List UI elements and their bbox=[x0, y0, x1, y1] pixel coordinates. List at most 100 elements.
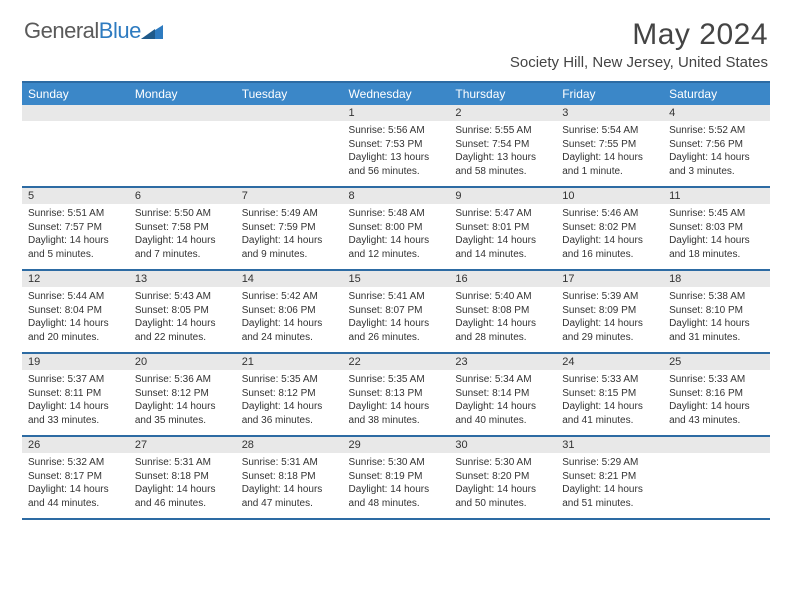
logo-triangle-icon bbox=[141, 23, 163, 39]
sunset-text: Sunset: 8:04 PM bbox=[28, 304, 123, 318]
daylight-text: Daylight: 14 hours and 7 minutes. bbox=[135, 234, 230, 261]
daylight-text: Daylight: 13 hours and 58 minutes. bbox=[455, 151, 550, 178]
sunset-text: Sunset: 7:58 PM bbox=[135, 221, 230, 235]
daylight-text: Daylight: 14 hours and 33 minutes. bbox=[28, 400, 123, 427]
sunset-text: Sunset: 8:11 PM bbox=[28, 387, 123, 401]
day-number: 22 bbox=[343, 353, 450, 370]
calendar-body: 1234Sunrise: 5:56 AMSunset: 7:53 PMDayli… bbox=[22, 105, 770, 519]
sunset-text: Sunset: 8:20 PM bbox=[455, 470, 550, 484]
daylight-text: Daylight: 14 hours and 18 minutes. bbox=[669, 234, 764, 261]
sunrise-text: Sunrise: 5:41 AM bbox=[349, 290, 444, 304]
day-number: 18 bbox=[663, 270, 770, 287]
sunset-text: Sunset: 8:17 PM bbox=[28, 470, 123, 484]
title-block: May 2024 Society Hill, New Jersey, Unite… bbox=[510, 18, 768, 71]
sunset-text: Sunset: 7:59 PM bbox=[242, 221, 337, 235]
day-header: Tuesday bbox=[236, 82, 343, 105]
sunrise-text: Sunrise: 5:37 AM bbox=[28, 373, 123, 387]
day-number: 15 bbox=[343, 270, 450, 287]
calendar-table: Sunday Monday Tuesday Wednesday Thursday… bbox=[22, 81, 770, 520]
sunrise-text: Sunrise: 5:31 AM bbox=[135, 456, 230, 470]
sunset-text: Sunset: 7:56 PM bbox=[669, 138, 764, 152]
week-row: Sunrise: 5:51 AMSunset: 7:57 PMDaylight:… bbox=[22, 204, 770, 270]
day-cell: Sunrise: 5:41 AMSunset: 8:07 PMDaylight:… bbox=[343, 287, 450, 353]
day-number: 31 bbox=[556, 436, 663, 453]
logo-text-general: General bbox=[24, 18, 99, 43]
daylight-text: Daylight: 14 hours and 41 minutes. bbox=[562, 400, 657, 427]
daylight-text: Daylight: 13 hours and 56 minutes. bbox=[349, 151, 444, 178]
day-cell: Sunrise: 5:37 AMSunset: 8:11 PMDaylight:… bbox=[22, 370, 129, 436]
day-cell: Sunrise: 5:47 AMSunset: 8:01 PMDaylight:… bbox=[449, 204, 556, 270]
logo-text-blue: Blue bbox=[99, 18, 141, 43]
sunrise-text: Sunrise: 5:33 AM bbox=[669, 373, 764, 387]
day-cell: Sunrise: 5:29 AMSunset: 8:21 PMDaylight:… bbox=[556, 453, 663, 519]
day-cell: Sunrise: 5:38 AMSunset: 8:10 PMDaylight:… bbox=[663, 287, 770, 353]
day-header: Friday bbox=[556, 82, 663, 105]
day-header: Wednesday bbox=[343, 82, 450, 105]
day-cell: Sunrise: 5:46 AMSunset: 8:02 PMDaylight:… bbox=[556, 204, 663, 270]
day-number: 5 bbox=[22, 187, 129, 204]
day-number: 12 bbox=[22, 270, 129, 287]
daylight-text: Daylight: 14 hours and 51 minutes. bbox=[562, 483, 657, 510]
day-number: 13 bbox=[129, 270, 236, 287]
daylight-text: Daylight: 14 hours and 14 minutes. bbox=[455, 234, 550, 261]
day-number: 23 bbox=[449, 353, 556, 370]
day-cell: Sunrise: 5:54 AMSunset: 7:55 PMDaylight:… bbox=[556, 121, 663, 187]
sunset-text: Sunset: 8:01 PM bbox=[455, 221, 550, 235]
daynum-row: 19202122232425 bbox=[22, 353, 770, 370]
daylight-text: Daylight: 14 hours and 36 minutes. bbox=[242, 400, 337, 427]
sunrise-text: Sunrise: 5:36 AM bbox=[135, 373, 230, 387]
day-cell: Sunrise: 5:50 AMSunset: 7:58 PMDaylight:… bbox=[129, 204, 236, 270]
week-row: Sunrise: 5:56 AMSunset: 7:53 PMDaylight:… bbox=[22, 121, 770, 187]
day-number: 11 bbox=[663, 187, 770, 204]
sunset-text: Sunset: 7:53 PM bbox=[349, 138, 444, 152]
sunrise-text: Sunrise: 5:42 AM bbox=[242, 290, 337, 304]
day-number: 4 bbox=[663, 105, 770, 121]
sunset-text: Sunset: 8:15 PM bbox=[562, 387, 657, 401]
day-cell: Sunrise: 5:33 AMSunset: 8:15 PMDaylight:… bbox=[556, 370, 663, 436]
day-cell: Sunrise: 5:30 AMSunset: 8:19 PMDaylight:… bbox=[343, 453, 450, 519]
day-number: 30 bbox=[449, 436, 556, 453]
day-number: 26 bbox=[22, 436, 129, 453]
day-header: Sunday bbox=[22, 82, 129, 105]
daylight-text: Daylight: 14 hours and 46 minutes. bbox=[135, 483, 230, 510]
day-cell: Sunrise: 5:35 AMSunset: 8:13 PMDaylight:… bbox=[343, 370, 450, 436]
day-cell bbox=[129, 121, 236, 187]
sunrise-text: Sunrise: 5:38 AM bbox=[669, 290, 764, 304]
logo: GeneralBlue bbox=[24, 18, 163, 44]
day-cell: Sunrise: 5:33 AMSunset: 8:16 PMDaylight:… bbox=[663, 370, 770, 436]
sunset-text: Sunset: 8:07 PM bbox=[349, 304, 444, 318]
daylight-text: Daylight: 14 hours and 47 minutes. bbox=[242, 483, 337, 510]
day-number bbox=[236, 105, 343, 121]
sunrise-text: Sunrise: 5:31 AM bbox=[242, 456, 337, 470]
day-number: 25 bbox=[663, 353, 770, 370]
sunset-text: Sunset: 8:02 PM bbox=[562, 221, 657, 235]
sunrise-text: Sunrise: 5:39 AM bbox=[562, 290, 657, 304]
day-cell: Sunrise: 5:51 AMSunset: 7:57 PMDaylight:… bbox=[22, 204, 129, 270]
sunrise-text: Sunrise: 5:34 AM bbox=[455, 373, 550, 387]
sunrise-text: Sunrise: 5:49 AM bbox=[242, 207, 337, 221]
daylight-text: Daylight: 14 hours and 24 minutes. bbox=[242, 317, 337, 344]
daylight-text: Daylight: 14 hours and 35 minutes. bbox=[135, 400, 230, 427]
day-header-row: Sunday Monday Tuesday Wednesday Thursday… bbox=[22, 82, 770, 105]
daylight-text: Daylight: 14 hours and 28 minutes. bbox=[455, 317, 550, 344]
day-number: 28 bbox=[236, 436, 343, 453]
day-cell bbox=[22, 121, 129, 187]
daylight-text: Daylight: 14 hours and 38 minutes. bbox=[349, 400, 444, 427]
daylight-text: Daylight: 14 hours and 1 minute. bbox=[562, 151, 657, 178]
sunset-text: Sunset: 8:08 PM bbox=[455, 304, 550, 318]
day-number: 21 bbox=[236, 353, 343, 370]
day-number: 2 bbox=[449, 105, 556, 121]
day-cell: Sunrise: 5:31 AMSunset: 8:18 PMDaylight:… bbox=[129, 453, 236, 519]
sunset-text: Sunset: 8:14 PM bbox=[455, 387, 550, 401]
sunrise-text: Sunrise: 5:29 AM bbox=[562, 456, 657, 470]
daynum-row: 262728293031 bbox=[22, 436, 770, 453]
day-number bbox=[129, 105, 236, 121]
sunrise-text: Sunrise: 5:30 AM bbox=[455, 456, 550, 470]
sunrise-text: Sunrise: 5:32 AM bbox=[28, 456, 123, 470]
sunset-text: Sunset: 8:19 PM bbox=[349, 470, 444, 484]
logo-text: GeneralBlue bbox=[24, 18, 141, 44]
day-cell: Sunrise: 5:30 AMSunset: 8:20 PMDaylight:… bbox=[449, 453, 556, 519]
sunset-text: Sunset: 8:10 PM bbox=[669, 304, 764, 318]
sunset-text: Sunset: 8:05 PM bbox=[135, 304, 230, 318]
sunset-text: Sunset: 8:03 PM bbox=[669, 221, 764, 235]
